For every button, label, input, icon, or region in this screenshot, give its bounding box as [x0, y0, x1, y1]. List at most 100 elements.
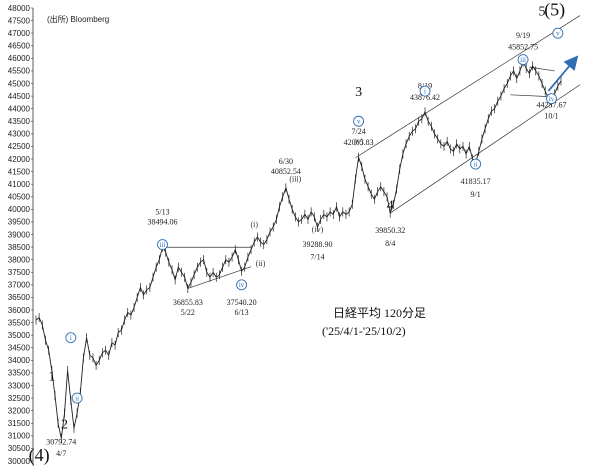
wave-label: 3 — [355, 85, 362, 100]
price-annotation: 40852.54 — [271, 167, 301, 176]
y-tick-label: 45500 — [8, 67, 31, 76]
y-tick-label: 40000 — [8, 205, 31, 214]
wave-circle-label: i — [424, 87, 426, 95]
wave-label: 2 — [61, 417, 68, 432]
y-tick-label: 42000 — [8, 155, 31, 164]
wave-circle-label: iv — [549, 95, 555, 103]
y-tick-label: 47000 — [8, 29, 31, 38]
price-annotation: 9/19 — [516, 31, 530, 40]
price-annotation: 43876.42 — [410, 93, 440, 102]
source-label: (出所) Bloomberg — [47, 14, 109, 24]
y-tick-label: 35000 — [8, 331, 31, 340]
wave-circle-icon — [71, 392, 83, 404]
wave-circle-icon — [552, 27, 564, 39]
y-tick-label: 39000 — [8, 230, 31, 239]
wave-label: (i) — [250, 220, 258, 229]
y-tick-label: 36500 — [8, 293, 31, 302]
price-annotation: 7/14 — [310, 253, 324, 262]
wave-label: (iii) — [289, 175, 301, 184]
y-tick-label: 37500 — [8, 268, 31, 277]
wave-label: 4 — [387, 198, 394, 213]
wave-circle-icon — [470, 158, 482, 170]
wave-label: (iv) — [312, 225, 324, 234]
price-annotation: 39288.90 — [302, 240, 332, 249]
wave-circle-label: ii — [474, 160, 478, 168]
price-annotation: 5/22 — [181, 308, 195, 317]
y-tick-label: 44500 — [8, 92, 31, 101]
y-tick-label: 41500 — [8, 167, 31, 176]
y-tick-label: 36000 — [8, 306, 31, 315]
price-annotation: 37540.20 — [227, 298, 257, 307]
y-tick-label: 43500 — [8, 117, 31, 126]
price-line — [35, 60, 562, 439]
wave-circle-icon — [236, 279, 248, 291]
wave-label: (4) — [29, 445, 50, 466]
y-tick-label: 35500 — [8, 318, 31, 327]
y-tick-label: 38000 — [8, 255, 31, 264]
y-tick-label: 41000 — [8, 180, 31, 189]
wave-circle-label: v — [357, 118, 361, 126]
y-tick-label: 44000 — [8, 104, 31, 113]
price-annotation: 8/4 — [385, 239, 395, 248]
y-tick-label: 40500 — [8, 193, 31, 202]
y-tick-label: 33500 — [8, 369, 31, 378]
wave-circle-icon — [65, 332, 77, 344]
y-tick-label: 31500 — [8, 419, 31, 428]
y-tick-label: 47500 — [8, 16, 31, 25]
y-tick-label: 43000 — [8, 130, 31, 139]
price-annotation: 42065.83 — [344, 138, 374, 147]
price-annotation: 30792.74 — [46, 438, 76, 447]
price-annotation: 36855.83 — [173, 298, 203, 307]
trend-lines — [162, 15, 581, 289]
price-annotation: 38494.06 — [148, 217, 178, 226]
y-tick-label: 34500 — [8, 344, 31, 353]
wave-label: (5) — [544, 0, 565, 21]
wave-circle-label: iii — [520, 56, 526, 64]
price-annotation: 4/7 — [56, 449, 66, 458]
trend-line — [390, 84, 581, 214]
wave-label: (ii) — [256, 259, 266, 268]
y-tick-label: 30000 — [8, 457, 31, 466]
wave-circle-label: v — [556, 29, 560, 37]
y-tick-label: 33000 — [8, 381, 31, 390]
wave-circle-label: iv — [239, 281, 245, 289]
y-tick-label: 42500 — [8, 142, 31, 151]
price-annotation: 39850.32 — [375, 226, 405, 235]
wave-label: (v) — [354, 137, 364, 146]
price-series — [35, 57, 562, 443]
wave-labels: 1 2 3 4 5(5) (4) (v) (iii) (i) (ii) (iv) — [29, 0, 566, 466]
y-tick-label: 34000 — [8, 356, 31, 365]
chart-title: 日経平均 120分足 — [333, 306, 426, 320]
wave-circle-icon — [546, 93, 557, 105]
wave-circle-label: iii — [160, 241, 166, 249]
y-tick-label: 38500 — [8, 243, 31, 252]
trend-line — [355, 15, 581, 159]
wave-label: 5 — [539, 5, 546, 20]
y-tick-label: 30500 — [8, 444, 31, 453]
price-annotation: 10/1 — [544, 112, 558, 121]
y-tick-label: 45000 — [8, 79, 31, 88]
trend-line — [529, 66, 555, 72]
price-annotation: 5/13 — [155, 207, 169, 216]
y-tick-label: 39500 — [8, 218, 31, 227]
y-tick-label: 46000 — [8, 54, 31, 63]
y-tick-label: 46500 — [8, 42, 31, 51]
y-tick-label: 37000 — [8, 281, 31, 290]
wave-circle-icon — [353, 115, 365, 127]
wave-circle-icon — [517, 54, 529, 66]
y-tick-label: 48000 — [8, 4, 31, 13]
price-annotation: 9/1 — [471, 190, 481, 199]
wave-circle-icon — [419, 85, 431, 97]
trend-arrow — [547, 55, 579, 92]
y-tick-label: 32000 — [8, 406, 31, 415]
y-tick-label: 32500 — [8, 394, 31, 403]
price-annotation: 7/24 — [351, 127, 365, 136]
price-annotation: 41835.17 — [461, 177, 491, 186]
wave-circle-label: i — [70, 334, 72, 342]
arrow-up-icon — [547, 55, 579, 92]
price-annotation: 6/30 — [279, 157, 293, 166]
price-annotation: 6/13 — [234, 308, 248, 317]
